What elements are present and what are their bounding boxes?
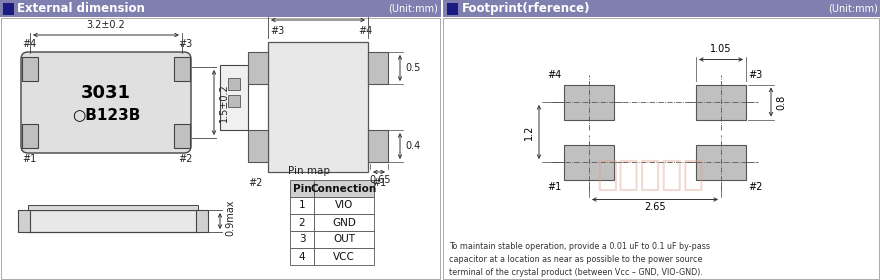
Bar (228, 95, 240, 107)
Bar (696, 144, 746, 179)
Bar (564, 144, 614, 179)
Bar (443, 0, 880, 17)
Bar (0, 0, 441, 17)
Text: 1.2: 1.2 (524, 124, 534, 140)
Bar (314, 248, 374, 265)
FancyBboxPatch shape (21, 52, 191, 153)
Bar (268, 42, 368, 172)
Text: Pin map: Pin map (288, 166, 330, 176)
Text: #3: #3 (748, 69, 762, 80)
Bar (3, 3, 14, 15)
Text: 0.4: 0.4 (405, 141, 421, 151)
Bar (22, 57, 38, 81)
Text: 3: 3 (298, 235, 305, 244)
Text: External dimension: External dimension (17, 2, 145, 15)
Text: 1.05: 1.05 (710, 45, 732, 55)
Text: #3: #3 (270, 26, 284, 36)
Text: 2.65: 2.65 (644, 202, 666, 213)
Text: ○B123B: ○B123B (72, 107, 140, 122)
Text: 1: 1 (298, 200, 305, 211)
Bar (290, 180, 314, 197)
Text: To maintain stable operation, provide a 0.01 uF to 0.1 uF by-pass
capacitor at a: To maintain stable operation, provide a … (449, 242, 710, 277)
Text: (Unit:mm): (Unit:mm) (828, 4, 878, 13)
Bar (314, 180, 374, 197)
Bar (290, 231, 314, 248)
Bar (564, 85, 614, 120)
Text: Connection: Connection (311, 183, 378, 193)
Text: #2: #2 (748, 183, 762, 193)
Text: #4: #4 (22, 39, 36, 49)
Text: 4: 4 (298, 251, 305, 262)
Bar (220, 65, 248, 130)
Bar (368, 130, 388, 162)
Bar (447, 3, 458, 15)
Text: #4: #4 (547, 69, 562, 80)
Text: 2: 2 (298, 218, 305, 227)
Text: 2.35: 2.35 (307, 5, 329, 15)
Bar (314, 231, 374, 248)
Text: 金溶鑫电子: 金溶鑫电子 (596, 158, 704, 192)
Bar (290, 214, 314, 231)
Text: 0.9max: 0.9max (225, 200, 235, 236)
Text: OUT: OUT (333, 235, 355, 244)
Text: #3: #3 (178, 39, 192, 49)
Text: 0.65: 0.65 (370, 175, 391, 185)
Text: 0.5: 0.5 (405, 63, 421, 73)
Text: 3.2±0.2: 3.2±0.2 (86, 20, 125, 30)
Bar (314, 214, 374, 231)
Bar (368, 52, 388, 84)
Text: GND: GND (332, 218, 356, 227)
Text: 3031: 3031 (81, 83, 131, 102)
Bar (290, 248, 314, 265)
Text: VIO: VIO (334, 200, 353, 211)
Text: #1: #1 (22, 154, 36, 164)
Bar (443, 18, 879, 279)
Text: #1: #1 (372, 178, 386, 188)
Bar (248, 52, 268, 84)
Bar (174, 57, 190, 81)
Text: #4: #4 (358, 26, 372, 36)
Text: #2: #2 (248, 178, 262, 188)
Text: Footprint(rference): Footprint(rference) (462, 2, 590, 15)
Bar (696, 85, 746, 120)
Bar (1, 18, 440, 279)
Text: VCC: VCC (333, 251, 355, 262)
Bar (248, 130, 268, 162)
Bar (228, 78, 240, 90)
Bar (28, 210, 198, 232)
Bar (22, 124, 38, 148)
Text: Pin: Pin (293, 183, 312, 193)
Bar (28, 205, 198, 210)
Bar (174, 124, 190, 148)
Text: #1: #1 (547, 183, 562, 193)
Bar (290, 197, 314, 214)
Text: (Unit:mm): (Unit:mm) (388, 4, 438, 13)
Text: #2: #2 (178, 154, 193, 164)
Text: 1.5±0.2: 1.5±0.2 (219, 83, 229, 122)
Text: 0.8: 0.8 (776, 94, 786, 110)
Bar (18, 210, 30, 232)
Bar (314, 197, 374, 214)
Bar (196, 210, 208, 232)
